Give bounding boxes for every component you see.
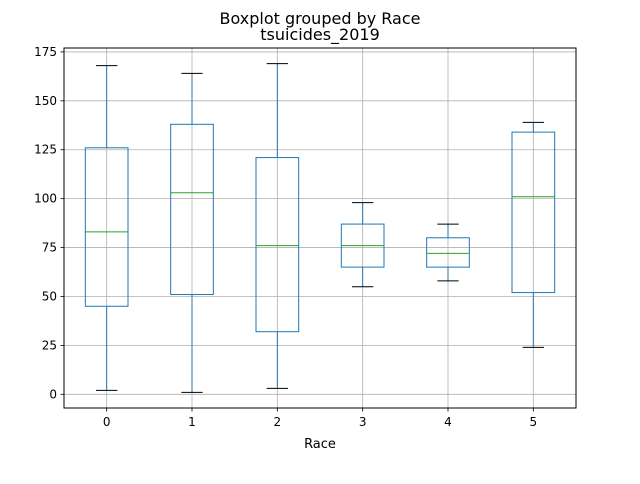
- chart-title: Boxplot grouped by Race: [220, 9, 421, 28]
- box-group-4: [426, 223, 470, 282]
- box-group-1: [170, 72, 214, 393]
- x-tick-label: 2: [274, 415, 282, 429]
- x-tick-label: 0: [103, 415, 111, 429]
- chart-subtitle: tsuicides_2019: [260, 25, 380, 45]
- iqr-box: [170, 123, 214, 296]
- box-group-0: [84, 65, 129, 391]
- y-tick-label: 0: [49, 387, 57, 401]
- tick-layer: 0 25 50 75 100 125 150 175 0 1 2 3 4 5: [34, 45, 537, 429]
- box-layer: [84, 63, 556, 393]
- x-tick-label: 5: [530, 415, 538, 429]
- plot-frame: [63, 47, 577, 409]
- box-group-5: [511, 121, 556, 348]
- iqr-box: [255, 157, 300, 333]
- y-tick-label: 75: [42, 241, 57, 255]
- box-group-2: [255, 63, 300, 389]
- iqr-box: [426, 237, 470, 268]
- x-tick-label: 4: [444, 415, 452, 429]
- y-tick-label: 100: [34, 192, 57, 206]
- iqr-box: [84, 147, 129, 307]
- x-tick-label: 3: [359, 415, 367, 429]
- x-axis-label: Race: [304, 437, 336, 452]
- iqr-box: [511, 131, 556, 294]
- x-tick-label: 1: [188, 415, 196, 429]
- y-tick-label: 125: [34, 143, 57, 157]
- y-tick-label: 50: [42, 289, 57, 303]
- y-tick-label: 25: [42, 338, 57, 352]
- grid-layer: [64, 48, 576, 408]
- y-tick-label: 150: [34, 94, 57, 108]
- box-group-3: [340, 202, 385, 288]
- y-tick-label: 175: [34, 45, 57, 59]
